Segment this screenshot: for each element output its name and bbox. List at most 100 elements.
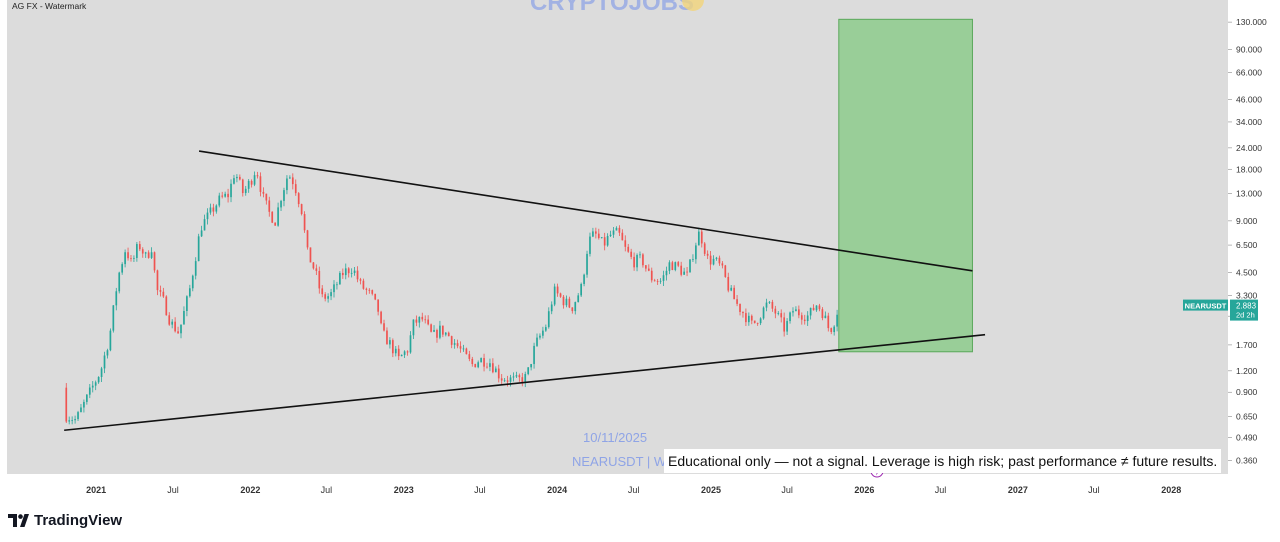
x-tick-label: 2027 xyxy=(1008,485,1028,495)
candle-body xyxy=(715,257,718,259)
candle-body xyxy=(318,270,321,289)
y-tick-label: 1.200 xyxy=(1236,366,1258,376)
candle-body xyxy=(371,290,374,294)
x-tick-label: Jul xyxy=(781,485,793,495)
price-scale[interactable] xyxy=(1228,0,1280,500)
candle-body xyxy=(447,332,450,337)
candle-body xyxy=(756,322,759,324)
candle-body xyxy=(630,251,633,257)
candle-body xyxy=(294,184,297,194)
disclaimer-text: Educational only — not a signal. Leverag… xyxy=(664,449,1222,473)
candle-body xyxy=(803,319,806,322)
candle-body xyxy=(712,258,715,265)
candle-body xyxy=(533,345,535,365)
candle-body xyxy=(306,230,309,248)
candle-body xyxy=(162,291,165,297)
candle-body xyxy=(500,378,503,381)
candle-body xyxy=(745,313,747,323)
candle-body xyxy=(789,312,791,322)
candle-body xyxy=(397,348,400,357)
candle-body xyxy=(765,302,768,308)
plot-area xyxy=(7,0,1228,474)
candle-body xyxy=(456,343,459,347)
x-tick-label: Jul xyxy=(167,485,179,495)
candle-body xyxy=(212,207,215,212)
candle-body xyxy=(386,330,388,345)
candle-body xyxy=(312,262,315,269)
x-tick-label: Jul xyxy=(935,485,947,495)
candle-body xyxy=(553,286,556,305)
candle-body xyxy=(147,252,150,258)
candle-body xyxy=(259,176,262,192)
candle-body xyxy=(394,348,397,354)
candle-body xyxy=(321,288,324,295)
candle-body xyxy=(539,335,541,338)
candle-body xyxy=(412,319,415,336)
x-tick-label: 2023 xyxy=(394,485,414,495)
candle-body xyxy=(709,255,712,265)
candle-body xyxy=(586,253,588,275)
candle-body xyxy=(603,237,606,246)
candle-body xyxy=(612,230,615,235)
candle-body xyxy=(100,368,103,377)
candle-body xyxy=(174,321,176,332)
candle-body xyxy=(256,175,259,177)
candle-body xyxy=(492,363,494,373)
candle-body xyxy=(324,294,327,299)
candle-body xyxy=(459,346,462,349)
candle-body xyxy=(818,305,821,310)
candle-body xyxy=(692,259,694,261)
candle-body xyxy=(671,262,674,271)
candle-body xyxy=(365,288,368,290)
candle-body xyxy=(633,256,635,268)
candle-body xyxy=(341,272,344,276)
candle-body xyxy=(350,272,353,274)
candle-body xyxy=(291,177,294,185)
candle-body xyxy=(427,319,430,325)
y-tick-label: 13.000 xyxy=(1236,188,1262,198)
candle-body xyxy=(544,327,547,331)
candle-body xyxy=(236,176,238,179)
candle-body xyxy=(74,419,76,421)
candle-body xyxy=(274,222,277,226)
candle-body xyxy=(297,193,300,205)
candle-body xyxy=(542,330,544,336)
candle-body xyxy=(418,316,421,323)
time-scale[interactable] xyxy=(7,474,1228,500)
candle-body xyxy=(183,311,185,325)
candle-body xyxy=(286,178,288,191)
candle-body xyxy=(556,286,559,294)
x-tick-label: Jul xyxy=(1088,485,1100,495)
candle-body xyxy=(424,319,427,321)
candle-body xyxy=(171,321,174,325)
candle-body xyxy=(730,287,733,291)
y-tick-label: 90.000 xyxy=(1236,44,1262,54)
candle-body xyxy=(595,231,597,234)
lower-trendline[interactable] xyxy=(64,333,986,432)
candle-body xyxy=(88,387,91,395)
symbol-tag-label: NEARUSDT xyxy=(1185,302,1227,311)
price-tag xyxy=(1230,299,1258,321)
candle-body xyxy=(656,281,659,282)
candle-body xyxy=(124,252,126,265)
candle-body xyxy=(574,302,577,312)
candle-body xyxy=(218,195,221,206)
candle-body xyxy=(771,301,774,309)
upper-trendline[interactable] xyxy=(198,150,973,272)
candle-body xyxy=(156,270,159,291)
candle-body xyxy=(677,262,680,266)
candle-body xyxy=(209,207,212,213)
candle-body xyxy=(303,214,306,231)
projection-box[interactable] xyxy=(838,18,973,353)
candle-body xyxy=(271,211,274,223)
candle-body xyxy=(150,252,153,258)
candle-body xyxy=(759,318,762,324)
candle-body xyxy=(374,293,377,300)
candle-body xyxy=(118,272,121,292)
tradingview-logo[interactable]: TradingView xyxy=(8,512,122,529)
candle-body xyxy=(206,212,209,220)
y-tick-label: 0.900 xyxy=(1236,387,1258,397)
candle-body xyxy=(468,354,471,359)
candle-body xyxy=(809,307,812,316)
candle-body xyxy=(736,299,738,304)
